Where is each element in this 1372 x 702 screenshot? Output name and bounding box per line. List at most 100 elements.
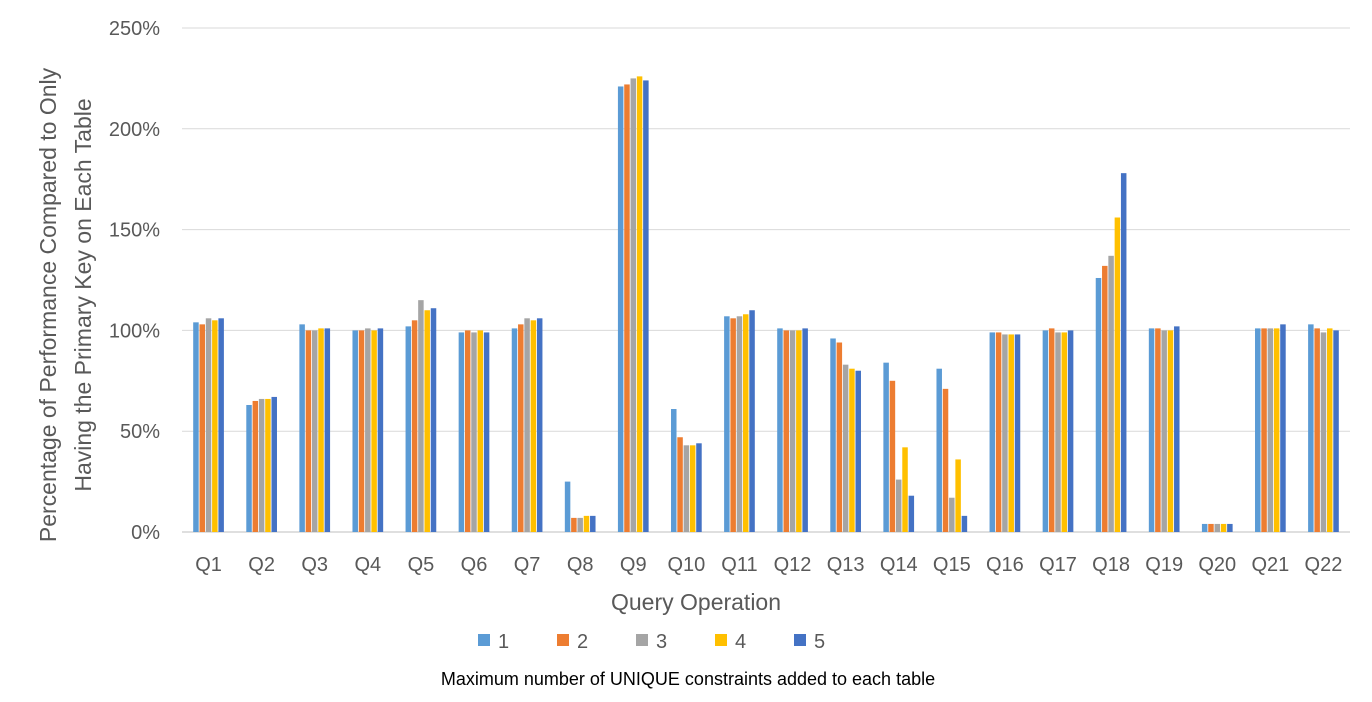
y-tick-label: 100% xyxy=(109,320,160,342)
x-tick-label: Q9 xyxy=(620,554,647,576)
bar-q20-series-1 xyxy=(1201,523,1208,532)
bar-q3-series-2 xyxy=(305,330,312,532)
bar-q4-series-4 xyxy=(371,330,377,532)
x-tick-label: Q7 xyxy=(514,554,541,576)
bar-q22-series-5 xyxy=(1333,330,1339,532)
y-tick-label: 50% xyxy=(120,421,160,443)
bar-q15-series-5 xyxy=(961,515,968,532)
bar-q3-series-5 xyxy=(324,328,331,532)
x-tick-label: Q12 xyxy=(774,554,812,576)
bar-q6-series-1 xyxy=(458,332,465,532)
bar-q8-series-4 xyxy=(583,515,590,532)
bar-q5-series-5 xyxy=(430,308,437,532)
x-tick-label: Q21 xyxy=(1251,554,1289,576)
bar-q1-series-3 xyxy=(205,318,212,532)
bar-q2-series-4 xyxy=(265,398,271,532)
bar-q8-series-3 xyxy=(577,517,583,532)
x-tick-label: Q5 xyxy=(408,554,435,576)
x-axis-title: Query Operation xyxy=(611,589,781,615)
bar-q19-series-2 xyxy=(1155,328,1161,532)
x-tick-label: Q2 xyxy=(248,554,275,576)
x-tick-label: Q17 xyxy=(1039,554,1077,576)
x-tick-label: Q19 xyxy=(1145,554,1183,576)
y-tick-label: 150% xyxy=(109,220,160,242)
bar-q18-series-1 xyxy=(1095,277,1102,532)
bar-q21-series-3 xyxy=(1267,328,1274,532)
bar-q9-series-2 xyxy=(624,84,630,532)
bar-q10-series-2 xyxy=(677,437,683,532)
bar-q9-series-4 xyxy=(636,76,643,532)
bar-q16-series-3 xyxy=(1002,334,1008,532)
y-axis-title-line-1: Percentage of Performance Compared to On… xyxy=(35,67,61,542)
bar-q19-series-4 xyxy=(1167,330,1174,532)
bar-q10-series-1 xyxy=(671,409,677,532)
legend-label-1: 1 xyxy=(498,631,509,653)
bars xyxy=(193,76,1339,533)
bar-q1-series-4 xyxy=(212,320,218,532)
x-tick-label: Q15 xyxy=(933,554,971,576)
bar-q15-series-2 xyxy=(942,388,949,532)
x-tick-label: Q16 xyxy=(986,554,1024,576)
legend-label-5: 5 xyxy=(814,631,825,653)
bar-q2-series-2 xyxy=(252,400,259,532)
y-tick-label: 200% xyxy=(109,119,160,141)
bar-q18-series-2 xyxy=(1102,265,1108,532)
bar-q4-series-2 xyxy=(358,330,365,532)
legend-label-2: 2 xyxy=(577,631,588,653)
bar-q21-series-4 xyxy=(1273,328,1280,532)
x-tick-label: Q14 xyxy=(880,554,918,576)
bar-q17-series-5 xyxy=(1067,330,1074,532)
bar-q4-series-1 xyxy=(352,330,358,532)
bar-q1-series-5 xyxy=(218,318,224,532)
x-tick-label: Q11 xyxy=(721,554,757,576)
x-tick-label: Q8 xyxy=(567,554,594,576)
bar-q1-series-1 xyxy=(193,322,199,532)
y-axis-title-line-2: Having the Primary Key on Each Table xyxy=(70,98,96,491)
bar-q10-series-3 xyxy=(683,445,690,532)
x-tick-label: Q13 xyxy=(827,554,865,576)
bar-q3-series-4 xyxy=(318,328,324,532)
bar-q7-series-2 xyxy=(518,324,524,532)
bar-q21-series-2 xyxy=(1261,328,1267,532)
bar-q11-series-1 xyxy=(724,316,730,532)
bar-q3-series-1 xyxy=(299,324,305,532)
bar-q5-series-2 xyxy=(411,320,418,532)
bar-q17-series-4 xyxy=(1061,332,1068,532)
legend-label-4: 4 xyxy=(735,631,746,653)
bar-q20-series-3 xyxy=(1214,523,1221,532)
bar-q3-series-3 xyxy=(311,330,318,532)
bar-q20-series-4 xyxy=(1220,523,1227,532)
bar-q2-series-3 xyxy=(258,398,265,532)
bar-q12-series-5 xyxy=(802,328,808,532)
bar-q16-series-2 xyxy=(995,332,1002,532)
bar-q20-series-5 xyxy=(1227,523,1233,532)
bar-q15-series-1 xyxy=(936,368,942,532)
bar-q5-series-4 xyxy=(424,310,430,532)
bar-q12-series-3 xyxy=(789,330,796,532)
bar-q8-series-2 xyxy=(571,517,577,532)
y-axis-ticks: 0% 50% 100% 150% 200% 250% xyxy=(109,18,160,544)
bar-q14-series-3 xyxy=(895,479,902,532)
bar-q22-series-3 xyxy=(1320,332,1327,532)
bar-q2-series-1 xyxy=(246,404,252,532)
bar-q12-series-2 xyxy=(783,330,789,532)
bar-q13-series-4 xyxy=(849,368,855,532)
bar-q12-series-1 xyxy=(777,328,783,532)
bar-q8-series-5 xyxy=(590,515,596,532)
bar-q22-series-4 xyxy=(1327,328,1333,532)
legend-swatch-5 xyxy=(794,634,806,646)
bar-q11-series-2 xyxy=(730,318,736,532)
bar-q17-series-3 xyxy=(1055,332,1061,532)
bar-q11-series-3 xyxy=(736,316,743,532)
x-axis-ticks: Q1 Q2 Q3 Q4 Q5 Q6 Q7 Q8 Q9 Q10 Q11 Q12 Q13 Q14 Q15 Q16 Q… xyxy=(195,554,1342,576)
bar-q14-series-2 xyxy=(889,380,896,532)
bar-q15-series-3 xyxy=(949,497,955,532)
bar-q7-series-5 xyxy=(536,318,543,532)
x-tick-label: Q22 xyxy=(1305,554,1343,576)
bar-q5-series-3 xyxy=(418,300,424,532)
x-tick-label: Q4 xyxy=(354,554,381,576)
bar-q9-series-3 xyxy=(630,78,637,533)
bar-q4-series-5 xyxy=(377,328,384,532)
bar-q13-series-5 xyxy=(855,370,861,532)
